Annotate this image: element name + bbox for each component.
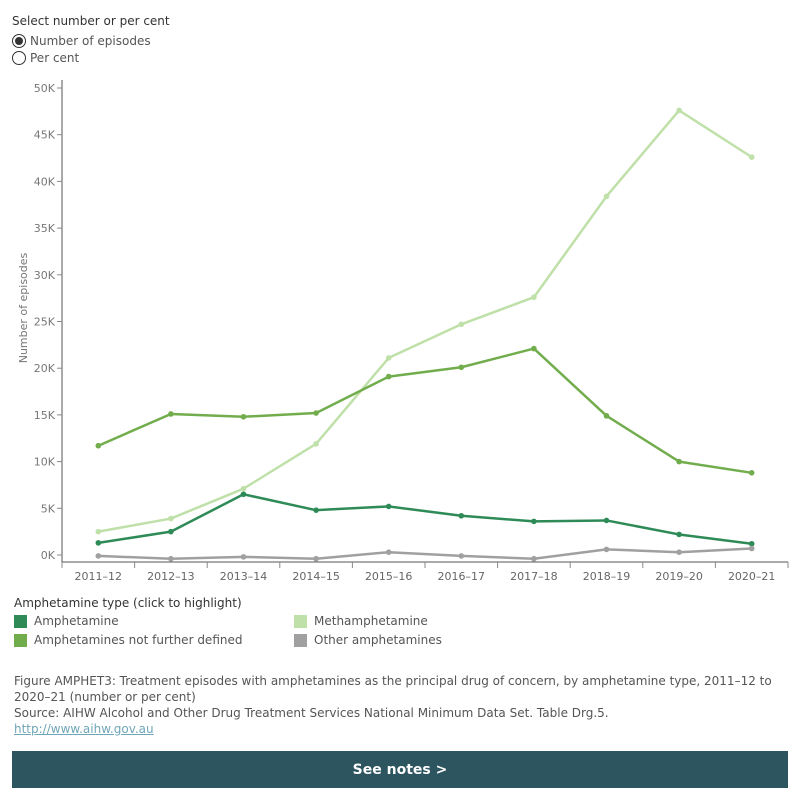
data-point	[313, 441, 319, 447]
line-chart: 0K 5K 10K 15K 20K 25K 30K 35K 40K 45K 50K Number of…	[17, 80, 789, 583]
legend-item-amphetamines-nfd[interactable]: Amphetamines not further defined	[14, 633, 294, 647]
data-point	[95, 528, 102, 535]
data-point	[240, 413, 247, 420]
data-point	[168, 555, 174, 562]
radio-number-of-episodes[interactable]: Number of episodes	[12, 32, 170, 49]
legend: Amphetamine type (click to highlight) Am…	[14, 596, 574, 647]
figure-caption: Figure AMPHET3: Treatment episodes with …	[14, 674, 772, 704]
legend-swatch	[294, 633, 307, 647]
measure-selector: Select number or per cent Number of epis…	[12, 14, 170, 66]
y-tick-label: 15K	[34, 409, 56, 422]
data-point	[168, 528, 174, 535]
legend-title: Amphetamine type (click to highlight)	[14, 596, 242, 610]
data-point	[95, 553, 102, 559]
data-point	[458, 512, 465, 519]
series-line-1	[97, 347, 752, 475]
data-point	[748, 154, 755, 160]
data-point	[240, 491, 247, 498]
y-tick-label: 35K	[34, 222, 56, 235]
y-tick-label: 40K	[34, 175, 56, 188]
data-point	[603, 517, 610, 524]
data-point	[676, 549, 682, 555]
aihw-link[interactable]: http://www.aihw.gov.au	[14, 722, 154, 736]
data-point	[168, 515, 174, 522]
figure-source: Source: AIHW Alcohol and Other Drug Trea…	[14, 706, 609, 720]
y-tick-label: 10K	[34, 456, 56, 469]
data-point	[748, 545, 755, 552]
x-tick-label: 2016–17	[438, 570, 486, 583]
figure-footer: Figure AMPHET3: Treatment episodes with …	[14, 673, 784, 737]
data-point	[603, 413, 610, 419]
data-point	[385, 503, 392, 510]
data-point	[531, 518, 537, 525]
y-tick-label: 30K	[34, 269, 56, 282]
series-line-0	[98, 109, 753, 533]
data-point	[313, 410, 319, 416]
data-point	[676, 458, 682, 465]
x-tick-label: 2019–20	[655, 570, 703, 583]
data-point	[603, 546, 610, 553]
radio-label-number: Number of episodes	[30, 33, 151, 48]
legend-label: Methamphetamine	[314, 614, 428, 628]
series-line-2	[98, 493, 752, 546]
x-tick-label: 2020–21	[728, 570, 776, 583]
radio-per-cent[interactable]: Per cent	[12, 49, 170, 66]
radio-label-percent: Per cent	[30, 50, 80, 65]
radio-unselected-icon[interactable]	[12, 50, 26, 65]
data-point	[313, 507, 319, 513]
legend-label: Amphetamines not further defined	[34, 633, 243, 647]
selector-title: Select number or per cent	[12, 14, 170, 28]
x-tick-label: 2012–13	[147, 570, 195, 583]
data-point	[676, 531, 682, 538]
data-point	[168, 411, 174, 417]
y-tick-label: 45K	[34, 129, 56, 142]
legend-label: Amphetamine	[34, 614, 119, 628]
data-point	[748, 470, 755, 476]
data-point	[313, 555, 319, 562]
y-axis-label: Number of episodes	[17, 252, 30, 363]
legend-item-amphetamine[interactable]: Amphetamine	[14, 614, 294, 628]
data-point	[676, 107, 682, 114]
legend-item-other-amphetamines[interactable]: Other amphetamines	[294, 633, 574, 647]
x-tick-label: 2013–14	[220, 570, 268, 583]
data-point	[95, 540, 102, 546]
data-point	[531, 294, 537, 301]
x-tick-label: 2018–19	[583, 570, 631, 583]
data-point	[748, 540, 755, 547]
data-point	[385, 373, 392, 380]
data-point	[385, 549, 392, 555]
data-point	[458, 553, 465, 559]
data-point	[531, 345, 537, 352]
x-tick-label: 2015–16	[365, 570, 413, 583]
legend-swatch	[14, 633, 27, 647]
x-tick-label: 2017–18	[510, 570, 558, 583]
see-notes-button[interactable]: See notes >	[12, 751, 788, 788]
data-point	[603, 193, 610, 200]
x-tick-label: 2014–15	[292, 570, 340, 583]
series-line-3	[98, 547, 752, 560]
data-point	[240, 554, 247, 560]
y-tick-label: 0K	[41, 549, 56, 562]
legend-swatch	[294, 614, 307, 628]
radio-selected-icon[interactable]	[12, 33, 26, 48]
data-point	[458, 321, 465, 328]
legend-item-methamphetamine[interactable]: Methamphetamine	[294, 614, 574, 628]
y-tick-label: 20K	[34, 362, 56, 375]
data-point	[240, 485, 247, 492]
data-point	[531, 555, 537, 562]
y-tick-label: 50K	[34, 82, 56, 95]
y-tick-label: 5K	[41, 502, 56, 515]
legend-label: Other amphetamines	[314, 633, 442, 647]
legend-swatch	[14, 614, 27, 628]
data-point	[95, 442, 102, 449]
data-point	[458, 364, 465, 371]
y-tick-label: 25K	[34, 316, 56, 329]
data-point	[385, 355, 392, 361]
x-tick-label: 2011–12	[75, 570, 123, 583]
